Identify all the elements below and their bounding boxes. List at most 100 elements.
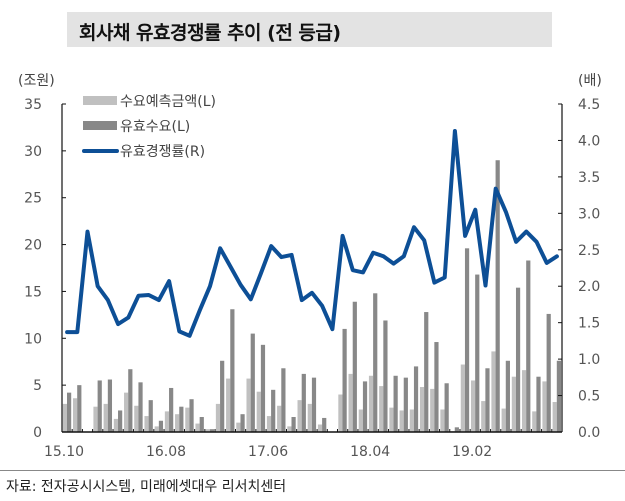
bar-forecast (307, 403, 312, 432)
bar-series (62, 160, 561, 432)
bar-forecast (266, 416, 272, 432)
bar-effective (148, 400, 153, 432)
right-tick-label: 2.5 (578, 243, 600, 259)
bar-effective (383, 320, 388, 432)
bar-forecast (542, 381, 547, 432)
x-tick-label: 16.08 (146, 444, 186, 460)
bar-forecast (511, 376, 516, 432)
legend-label-ratio: 유효경쟁률(R) (120, 144, 205, 160)
left-tick-label: 20 (24, 238, 42, 254)
bar-forecast (481, 401, 486, 432)
bar-forecast (277, 405, 282, 432)
x-tick-label: 15.10 (44, 444, 84, 460)
bar-forecast (491, 351, 496, 432)
bar-forecast (552, 402, 557, 432)
bar-forecast (532, 411, 537, 432)
bar-forecast (144, 416, 149, 432)
bar-effective (475, 274, 480, 432)
bar-forecast (368, 375, 374, 432)
bar-forecast (124, 392, 129, 432)
legend: 수요예측금액(L) 유효수요(L) 유효경쟁률(R) (82, 94, 216, 160)
chart-title-bar: 회사채 유효경쟁률 추이 (전 등급) (67, 12, 552, 47)
bar-forecast (62, 403, 67, 432)
bar-effective (505, 360, 510, 432)
bar-effective (403, 377, 408, 432)
bar-effective (128, 369, 133, 432)
bar-effective (169, 387, 174, 432)
bar-forecast (389, 407, 394, 432)
left-tick-label: 15 (24, 284, 42, 300)
bar-forecast (419, 387, 425, 432)
bar-forecast (358, 409, 363, 432)
bar-effective (526, 260, 531, 432)
right-axis-unit: (배) (578, 73, 602, 89)
left-tick-label: 5 (33, 378, 42, 394)
legend-swatch-effective (83, 121, 117, 130)
bar-forecast (440, 409, 445, 432)
right-tick-label: 1.0 (578, 352, 600, 368)
x-tick-label: 19.02 (452, 444, 492, 460)
bar-effective (209, 429, 215, 432)
bar-forecast (348, 373, 353, 432)
x-tick-label: 18.04 (350, 444, 390, 460)
bar-forecast (93, 406, 98, 432)
bar-effective (291, 417, 296, 432)
bar-effective (362, 381, 368, 432)
right-tick-label: 2.0 (578, 279, 600, 295)
right-tick-label: 1.5 (578, 316, 600, 332)
bar-forecast (256, 391, 261, 432)
bar-effective (138, 382, 143, 432)
left-tick-label: 30 (24, 144, 42, 160)
bar-effective (495, 160, 500, 432)
bar-effective (464, 248, 470, 432)
bar-effective (342, 328, 347, 432)
bar-forecast (205, 429, 210, 432)
x-tick-label: 17.06 (248, 444, 288, 460)
bar-effective (352, 301, 357, 432)
bar-effective (97, 380, 102, 432)
bar-forecast (460, 364, 465, 432)
bar-forecast (317, 424, 323, 432)
bar-effective (199, 417, 204, 432)
bar-forecast (113, 418, 119, 432)
bar-forecast (226, 378, 231, 432)
bar-effective (413, 366, 419, 432)
bar-effective (260, 344, 266, 432)
left-tick-label: 25 (24, 191, 42, 207)
bar-forecast (297, 400, 302, 432)
legend-swatch-forecast (83, 96, 117, 105)
bar-effective (556, 360, 561, 432)
bar-effective (250, 333, 255, 432)
source-note: 자료: 전자공시시스템, 미래에셋대우 리서치센터 (6, 479, 287, 495)
right-tick-label: 4.5 (578, 97, 600, 113)
bar-effective (454, 427, 459, 432)
bar-effective (515, 287, 521, 432)
bar-effective (536, 376, 541, 432)
right-tick-label: 3.0 (578, 206, 600, 222)
bar-effective (485, 368, 490, 432)
bar-forecast (73, 398, 78, 432)
bar-forecast (430, 388, 435, 432)
bar-forecast (501, 408, 506, 432)
bar-effective (444, 383, 449, 432)
bar-effective (67, 392, 72, 432)
right-tick-label: 0.5 (578, 389, 600, 405)
left-tick-label: 0 (33, 425, 42, 441)
bar-forecast (338, 394, 343, 432)
bar-effective (546, 313, 551, 432)
bar-effective (424, 312, 429, 432)
bar-effective (393, 375, 398, 432)
legend-label-effective: 유효수요(L) (120, 119, 190, 135)
bar-forecast (195, 423, 200, 432)
bar-forecast (103, 403, 108, 432)
bar-effective (281, 368, 286, 432)
bar-forecast (164, 411, 170, 432)
bar-effective (179, 406, 184, 432)
left-tick-label: 10 (24, 331, 42, 347)
bar-forecast (379, 386, 384, 432)
competition-ratio-line (65, 129, 559, 338)
bar-effective (220, 360, 225, 432)
bar-effective (230, 309, 235, 432)
bar-effective (107, 379, 113, 432)
legend-label-forecast: 수요예측금액(L) (120, 94, 216, 110)
